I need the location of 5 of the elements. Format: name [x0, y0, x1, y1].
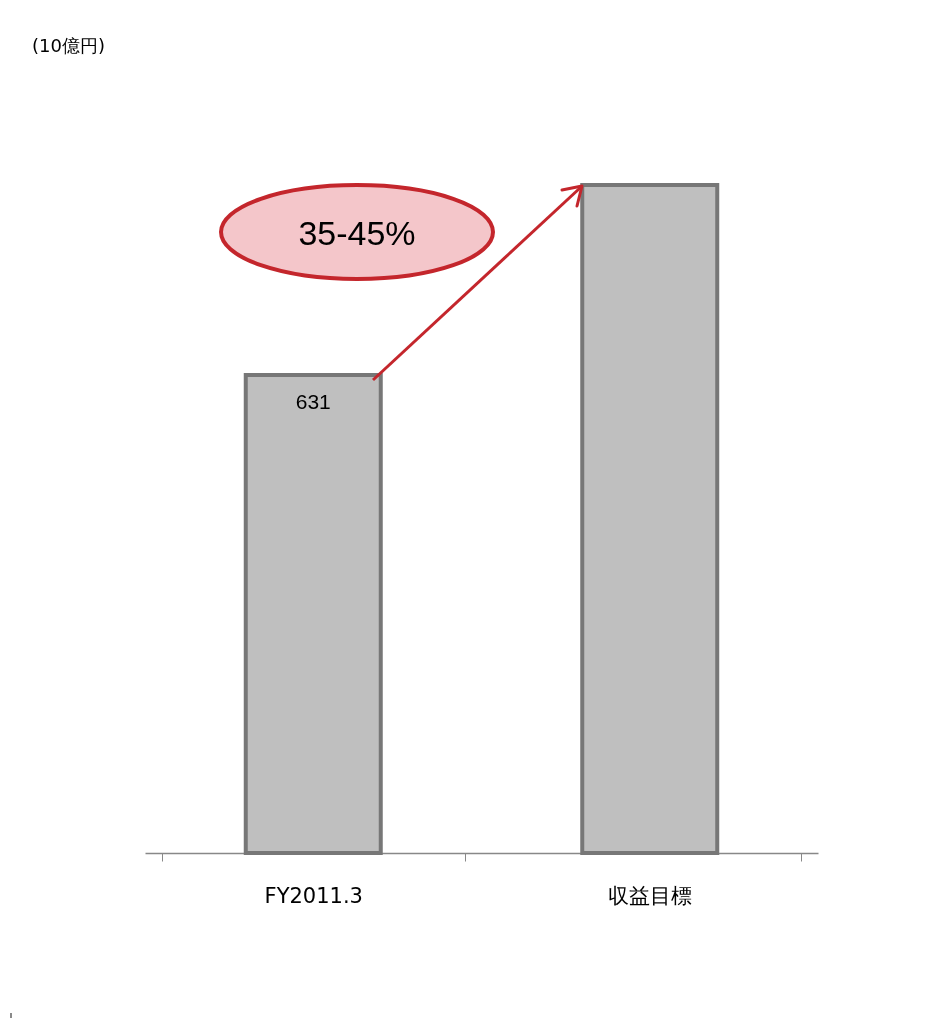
data-label: 631: [295, 390, 331, 414]
x-tick-label: 収益目標: [608, 883, 693, 908]
x-tick-label: FY2011.3: [264, 883, 363, 908]
annotation: 35-45%: [298, 214, 416, 252]
text: (10億円): [32, 35, 105, 56]
